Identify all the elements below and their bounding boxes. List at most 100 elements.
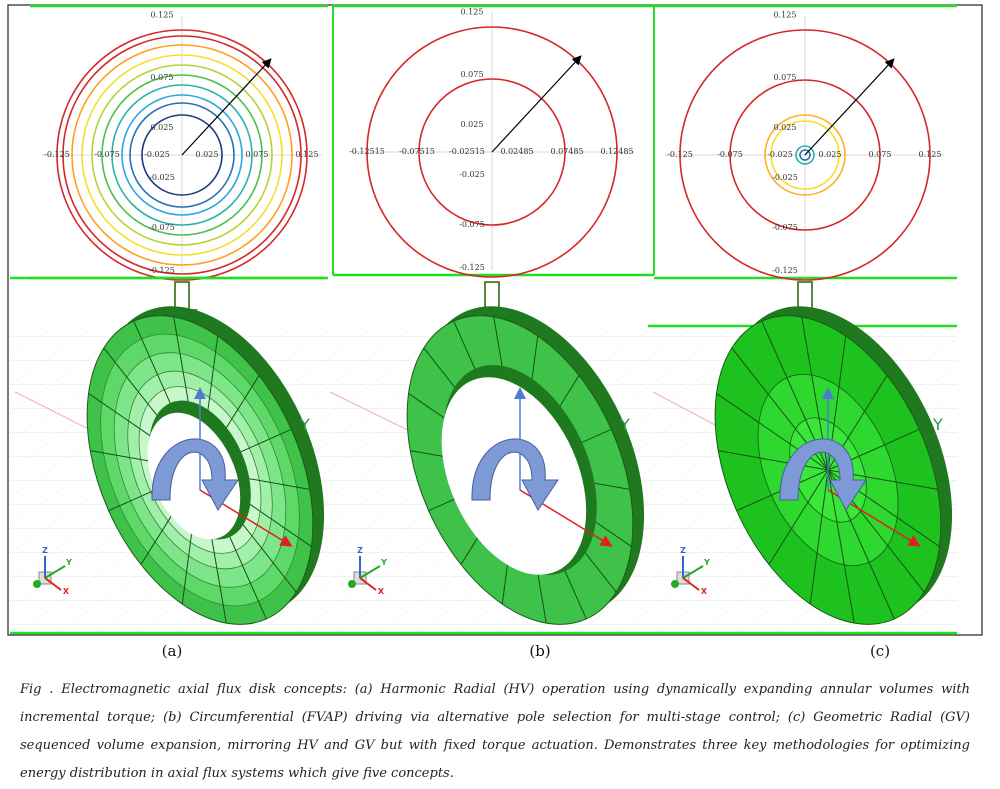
x-tick-label: -0.07515 bbox=[399, 147, 435, 156]
segment-line bbox=[559, 375, 580, 406]
triad-y bbox=[682, 565, 704, 579]
triad-label: Y bbox=[380, 558, 387, 567]
direction-arrow bbox=[181, 58, 272, 156]
contour-ring bbox=[764, 114, 846, 196]
segment-line bbox=[173, 316, 189, 402]
segment-line bbox=[90, 450, 151, 462]
y-tick-label: -0.025 bbox=[149, 173, 175, 182]
triad-x bbox=[44, 577, 62, 591]
segment-line bbox=[564, 571, 587, 620]
segment-line bbox=[240, 428, 292, 453]
disk-hole bbox=[441, 377, 587, 575]
segment-line bbox=[249, 504, 312, 547]
y-tick-label: 0.025 bbox=[461, 120, 484, 129]
contour-ring bbox=[101, 74, 263, 236]
caption: Fig . Electromagnetic axial flux disk co… bbox=[20, 682, 970, 781]
segment-line bbox=[531, 335, 539, 379]
x-tick-label: 0.125 bbox=[296, 150, 319, 159]
y-tick-label: 0.125 bbox=[461, 8, 484, 17]
panel-label: (c) bbox=[870, 642, 890, 660]
contour-ring bbox=[795, 145, 815, 165]
x-tick-label: -0.125 bbox=[44, 150, 70, 159]
segment-line bbox=[594, 482, 630, 490]
segment-line bbox=[249, 478, 310, 490]
contour-ring bbox=[111, 84, 253, 226]
figure: -0.125 -0.075 -0.025 0.025 0.075 0.125 0.125 0.… bbox=[7, 4, 983, 660]
segment-line bbox=[211, 538, 227, 624]
triad-label: Y bbox=[703, 558, 710, 567]
segment-line bbox=[103, 347, 158, 416]
contour-ring bbox=[770, 120, 840, 190]
triad-x bbox=[682, 577, 700, 591]
y-tick-label: -0.125 bbox=[149, 266, 175, 275]
torque-arrow bbox=[779, 438, 867, 511]
segment-line bbox=[768, 469, 829, 565]
contour-ring bbox=[121, 94, 243, 216]
torque-arrow bbox=[471, 438, 559, 511]
contour-ring bbox=[129, 102, 235, 208]
triad-y bbox=[359, 565, 381, 579]
contour-ring bbox=[62, 35, 302, 275]
segment-line bbox=[581, 428, 612, 443]
y-tick-label: -0.075 bbox=[772, 223, 798, 232]
y-tick-label: -0.075 bbox=[459, 220, 485, 229]
x-tick-label: 0.075 bbox=[869, 150, 892, 159]
segment-line bbox=[718, 450, 829, 471]
x-tick-label: -0.02515 bbox=[449, 147, 485, 156]
segment-line bbox=[226, 375, 260, 428]
contour-ring bbox=[729, 79, 881, 231]
y-tick-label: 0.075 bbox=[151, 73, 174, 82]
segment-line bbox=[453, 320, 476, 369]
x-tick-label: -0.075 bbox=[717, 150, 743, 159]
torque-arrow bbox=[151, 438, 239, 511]
segment-line bbox=[410, 450, 446, 458]
triad-label: X bbox=[378, 587, 385, 596]
y-tick-label: -0.125 bbox=[459, 263, 485, 272]
x-tick-label: -0.12515 bbox=[349, 147, 385, 156]
triad-ball bbox=[33, 580, 41, 588]
axis-label: Y bbox=[619, 415, 630, 434]
segment-line bbox=[460, 534, 481, 565]
segment-line bbox=[809, 469, 829, 605]
x-tick-label: 0.12485 bbox=[600, 147, 633, 156]
triad-x bbox=[359, 577, 377, 591]
contour-ring bbox=[91, 64, 273, 246]
triad-label: Z bbox=[680, 546, 686, 555]
contour-ring bbox=[679, 29, 931, 281]
x-tick-label: 0.025 bbox=[819, 150, 842, 159]
segment-line bbox=[88, 393, 151, 436]
segment-line bbox=[537, 574, 547, 624]
y-tick-label: -0.125 bbox=[772, 266, 798, 275]
segment-line bbox=[595, 521, 632, 547]
x-tick-label: -0.025 bbox=[144, 150, 170, 159]
y-tick-label: 0.075 bbox=[774, 73, 797, 82]
segment-line bbox=[140, 512, 174, 565]
contour-ring bbox=[141, 114, 223, 196]
triad-label: Z bbox=[357, 546, 363, 555]
segment-line bbox=[423, 347, 455, 388]
x-tick-label: -0.025 bbox=[767, 150, 793, 159]
triad-label: Z bbox=[42, 546, 48, 555]
triad-label: X bbox=[63, 587, 70, 596]
contour-ring bbox=[71, 44, 293, 266]
segment-line bbox=[827, 469, 855, 624]
segment-line bbox=[207, 335, 219, 410]
panel-label: (b) bbox=[529, 642, 550, 660]
x-tick-label: 0.075 bbox=[246, 150, 269, 159]
direction-arrow bbox=[491, 55, 582, 153]
triad-ball bbox=[348, 580, 356, 588]
y-tick-label: 0.075 bbox=[461, 70, 484, 79]
y-tick-label: 0.025 bbox=[774, 123, 797, 132]
triad-y bbox=[44, 565, 66, 579]
triad-ball bbox=[671, 580, 679, 588]
x-tick-label: 0.02485 bbox=[500, 147, 533, 156]
contour-ring bbox=[418, 78, 566, 226]
x-tick-label: 0.125 bbox=[919, 150, 942, 159]
y-tick-label: 0.025 bbox=[151, 123, 174, 132]
segment-line bbox=[428, 497, 459, 512]
contour-ring bbox=[81, 54, 283, 256]
segment-line bbox=[242, 524, 297, 593]
y-tick-label: -0.025 bbox=[772, 173, 798, 182]
triad-label: Y bbox=[65, 558, 72, 567]
contour-ring bbox=[366, 26, 618, 278]
